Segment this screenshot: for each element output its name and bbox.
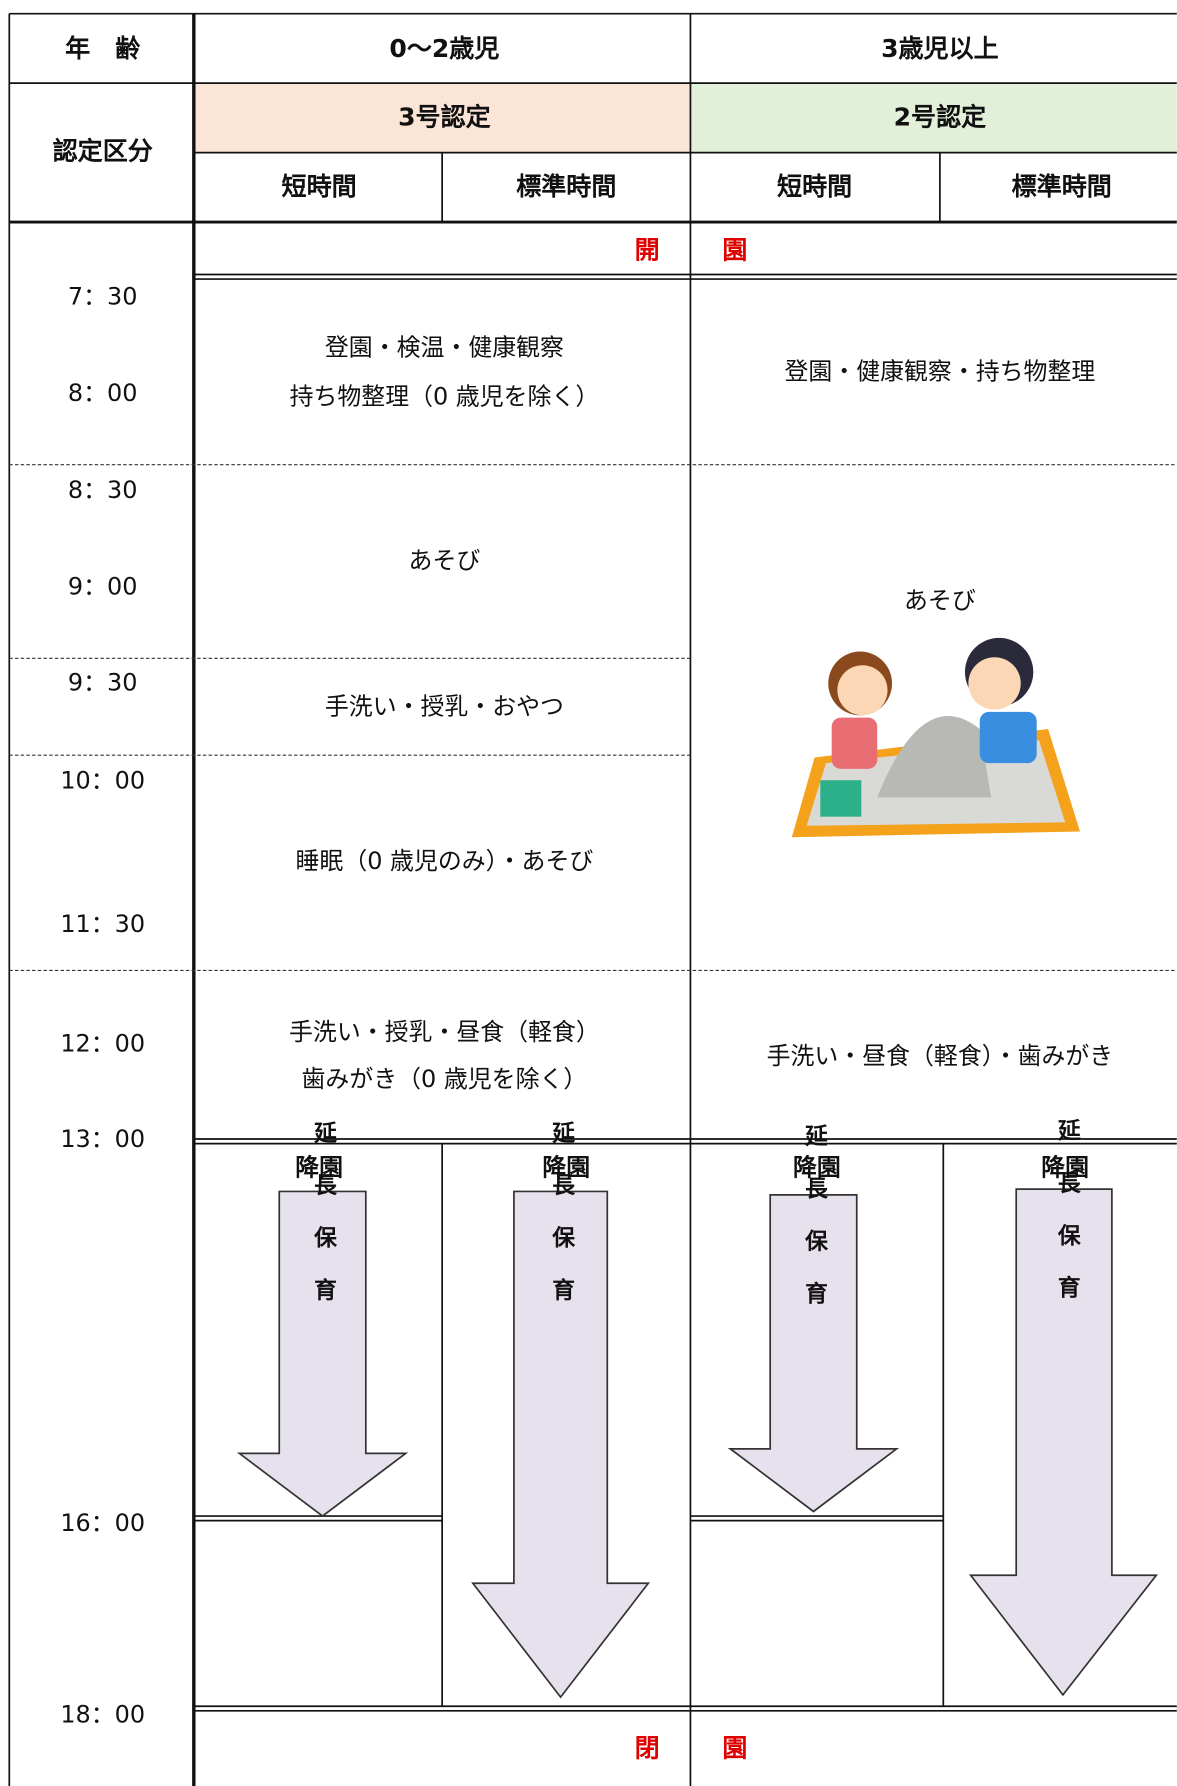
sandbox-illustration [791,637,1080,838]
departure: 降園 [1041,1154,1089,1182]
duration: 短時間 [282,172,357,201]
activity: 手洗い・授乳・昼食（軽食） [289,1018,600,1046]
arrow [471,1190,651,1699]
cert2-bg [690,83,1177,153]
time: 12：00 [60,1029,145,1057]
extended-care: 延長保育 [310,1121,337,1331]
activity: 手洗い・授乳・おやつ [325,692,564,720]
activity: 登園・検温・健康観察 [325,334,564,362]
cert: 2号認定 [894,102,987,131]
arrow [727,1193,900,1513]
age-group: 0～2歳児 [389,34,499,63]
departure: 降園 [793,1154,841,1182]
open: 開 [635,236,660,265]
close: 園 [722,1734,747,1763]
close: 閉 [635,1734,660,1763]
time: 18：00 [60,1700,145,1728]
age-group: 3歳児以上 [881,34,999,63]
open: 園 [722,236,747,265]
time: 13：00 [60,1125,145,1153]
arrow [968,1188,1159,1697]
activity: 登園・健康観察・持ち物整理 [785,357,1096,385]
arrow [236,1190,409,1518]
time: 10：00 [60,766,145,794]
activity: あそび [409,547,481,575]
time: 16：00 [60,1509,145,1537]
time: 8：00 [68,379,138,407]
activity: 持ち物整理（0 歳児を除く） [290,383,600,411]
cert3-bg [193,83,691,153]
age-label: 年 齢 [65,34,141,63]
cert: 3号認定 [398,102,491,131]
duration: 標準時間 [516,172,616,201]
departure: 降園 [295,1154,343,1182]
cert-label: 認定区分 [53,137,153,166]
time: 9：00 [68,573,138,601]
time: 9：30 [68,668,138,696]
activity: あそび [904,586,976,614]
departure: 降園 [542,1154,590,1182]
activity: 歯みがき（0 歳児を除く） [302,1065,588,1093]
time: 11：30 [60,910,145,938]
time: 8：30 [68,476,138,504]
extended-care: 延長保育 [801,1124,828,1334]
activity: 手洗い・昼食（軽食）・歯みがき [767,1042,1114,1070]
duration: 標準時間 [1012,172,1112,201]
duration: 短時間 [777,172,852,201]
extended-care: 延長保育 [1054,1119,1081,1329]
grid [8,12,1177,1786]
time: 7：30 [68,282,138,310]
activity: 睡眠（0 歳児のみ）・あそび [296,847,594,875]
extended-care: 延長保育 [548,1121,575,1331]
